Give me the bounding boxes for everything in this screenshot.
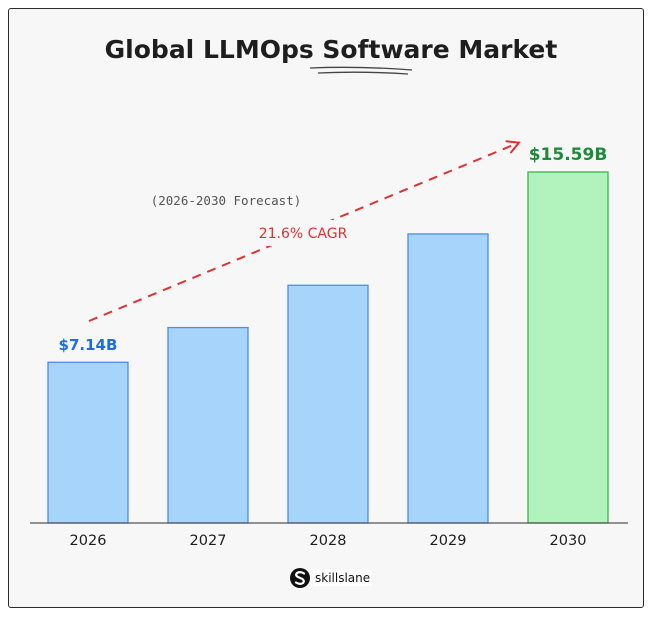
bar-2030 [527, 171, 609, 524]
chart-subtitle: (2026-2030 Forecast) [151, 193, 302, 208]
bar-2029 [407, 233, 489, 524]
title-underline [309, 66, 413, 75]
x-tick-2030: 2030 [550, 533, 587, 549]
cagr-label-backdrop [246, 220, 361, 246]
bar-2027 [167, 326, 249, 524]
x-tick-2026: 2026 [70, 533, 107, 549]
cagr-label: 21.6% CAGR [259, 226, 348, 242]
data-label-2030: $15.59B [529, 145, 608, 165]
x-tick-2027: 2027 [190, 533, 227, 549]
x-tick-2028: 2028 [310, 533, 347, 549]
bar-2028 [287, 284, 369, 524]
skillslane-logo-icon [290, 568, 310, 588]
brand-logo: skillslane [290, 567, 373, 589]
chart-title: Global LLMOps Software Market [105, 35, 558, 64]
x-tick-2029: 2029 [430, 533, 467, 549]
brand-name: skillslane [313, 570, 373, 586]
data-label-2026: $7.14B [59, 336, 118, 354]
bar-2026 [47, 361, 129, 524]
